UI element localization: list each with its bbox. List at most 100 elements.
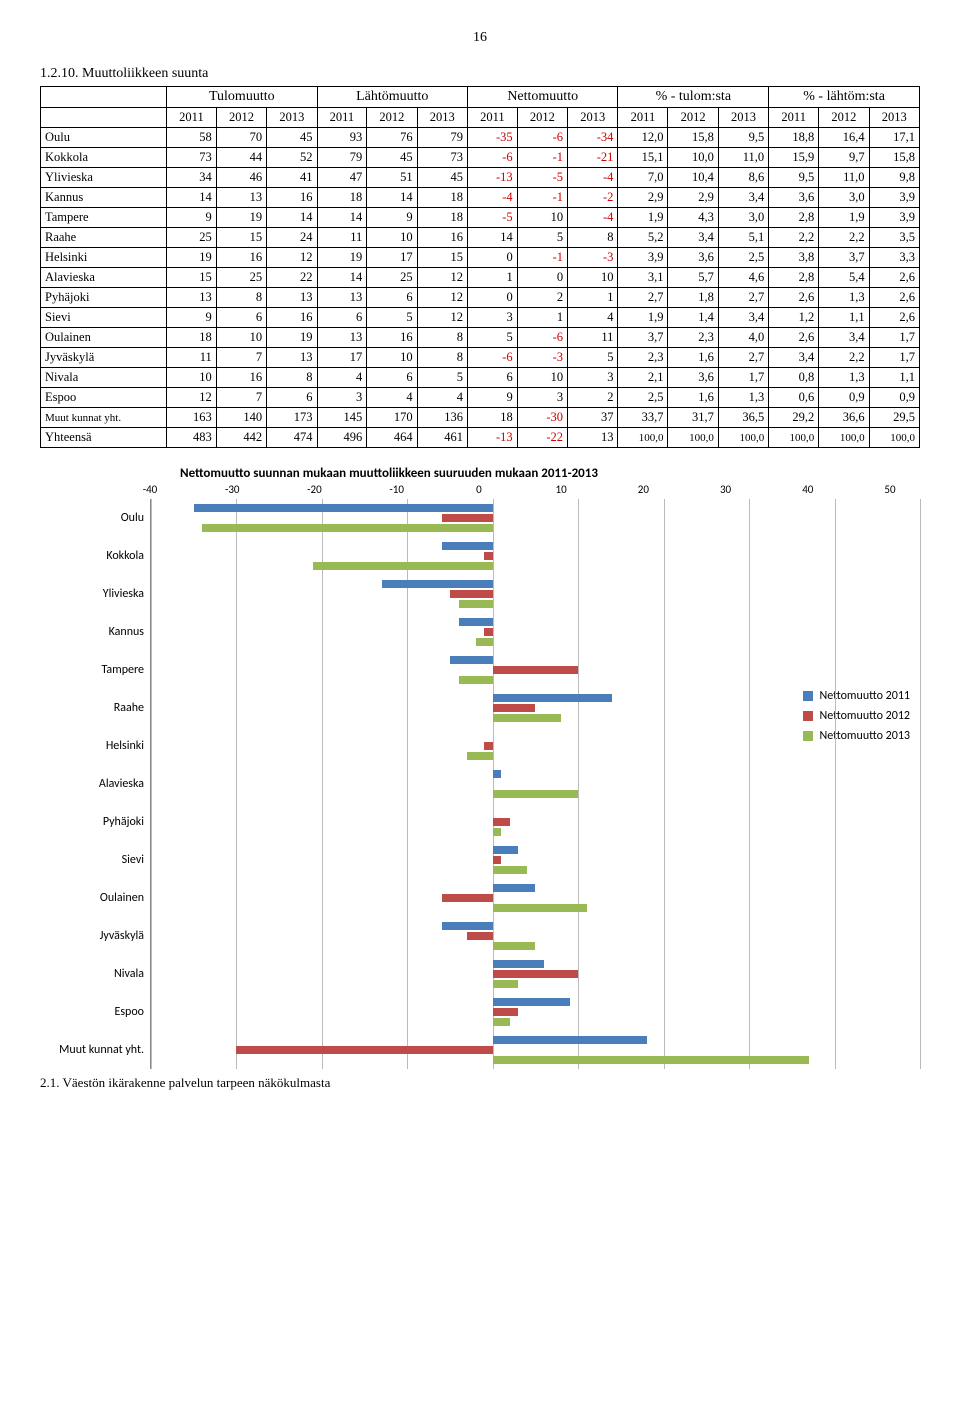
cell: 3,6 [668,368,718,388]
cell: 0,9 [869,388,919,408]
table-row: Kannus141316181418-4-1-22,92,93,43,63,03… [41,188,920,208]
cell: 8 [417,328,467,348]
row-label: Pyhäjoki [41,288,167,308]
th-year: 2012 [668,108,718,128]
bar [493,1018,510,1026]
cell: 7 [216,388,266,408]
footer-text: 2.1. Väestön ikärakenne palvelun tarpeen… [40,1075,920,1091]
cell: 11,0 [819,168,869,188]
cell: 6 [216,308,266,328]
cell: 2 [517,288,567,308]
cell: 2,6 [869,268,919,288]
cell: 17,1 [869,128,919,148]
table-row: Muut kunnat yht.16314017314517013618-303… [41,408,920,428]
cell: 16 [267,188,317,208]
cell: 11,0 [718,148,768,168]
cell: 51 [367,168,417,188]
chart-x-axis: -40-30-20-1001020304050 [150,483,890,499]
cell: 474 [267,428,317,448]
th-year: 2013 [869,108,919,128]
cell: 1,4 [668,308,718,328]
cell: 1,1 [869,368,919,388]
row-label: Kokkola [41,148,167,168]
cell: 79 [417,128,467,148]
cell: 9 [167,208,217,228]
cell: -3 [517,348,567,368]
cell: 19 [267,328,317,348]
bar [493,790,578,798]
cell: 0,8 [769,368,819,388]
cell: 16 [216,248,266,268]
cell: 37 [568,408,618,428]
th-year: 2012 [819,108,869,128]
cell: 13 [267,288,317,308]
bar [194,504,493,512]
cell: 5 [517,228,567,248]
bar [493,666,578,674]
chart-category-label: Sievi [40,841,150,879]
cell: 14 [367,188,417,208]
row-label: Raahe [41,228,167,248]
table-row: Jyväskylä1171317108-6-352,31,62,73,42,21… [41,348,920,368]
cell: -3 [568,248,618,268]
cell: 3,0 [819,188,869,208]
cell: 18 [417,208,467,228]
cell: 2,7 [618,288,668,308]
cell: 2,6 [769,288,819,308]
cell: 93 [317,128,367,148]
cell: 11 [167,348,217,368]
cell: 41 [267,168,317,188]
cell: 45 [367,148,417,168]
bar-group [151,1031,920,1069]
cell: 7,0 [618,168,668,188]
bar [484,628,493,636]
cell: 3,8 [769,248,819,268]
cell: 13 [568,428,618,448]
cell: 19 [216,208,266,228]
cell: 4 [568,308,618,328]
bar [442,542,493,550]
cell: 79 [317,148,367,168]
cell: 2,6 [769,328,819,348]
cell: 100,0 [819,428,869,448]
bar [493,714,561,722]
cell: 136 [417,408,467,428]
bar [382,580,493,588]
cell: 5,1 [718,228,768,248]
cell: 3,4 [769,348,819,368]
cell: 73 [417,148,467,168]
cell: 3,0 [718,208,768,228]
table-row: Sievi961665123141,91,43,41,21,12,6 [41,308,920,328]
cell: 4,0 [718,328,768,348]
cell: 29,5 [869,408,919,428]
cell: 9,5 [769,168,819,188]
cell: 1,8 [668,288,718,308]
cell: 46 [216,168,266,188]
chart-container: Nettomuutto suunnan mukaan muuttoliikkee… [40,466,920,1069]
cell: 2,3 [618,348,668,368]
axis-tick: 20 [638,483,649,496]
cell: 19 [167,248,217,268]
cell: 2,7 [718,348,768,368]
th-year: 2011 [618,108,668,128]
cell: 8 [568,228,618,248]
cell: 16 [267,308,317,328]
table-row: Kokkola734452794573-6-1-2115,110,011,015… [41,148,920,168]
cell: 0,6 [769,388,819,408]
cell: 10 [167,368,217,388]
chart-category-label: Oulu [40,499,150,537]
cell: 3,3 [869,248,919,268]
cell: 1,6 [668,388,718,408]
chart-category-label: Muut kunnat yht. [40,1031,150,1069]
cell: -13 [467,428,517,448]
cell: 17 [317,348,367,368]
th-year: 2011 [769,108,819,128]
cell: -30 [517,408,567,428]
cell: 25 [367,268,417,288]
th-year: 2012 [367,108,417,128]
bar [493,942,536,950]
cell: 76 [367,128,417,148]
cell: 9 [467,388,517,408]
cell: 16 [216,368,266,388]
table-row: Raahe25152411101614585,23,45,12,22,23,5 [41,228,920,248]
